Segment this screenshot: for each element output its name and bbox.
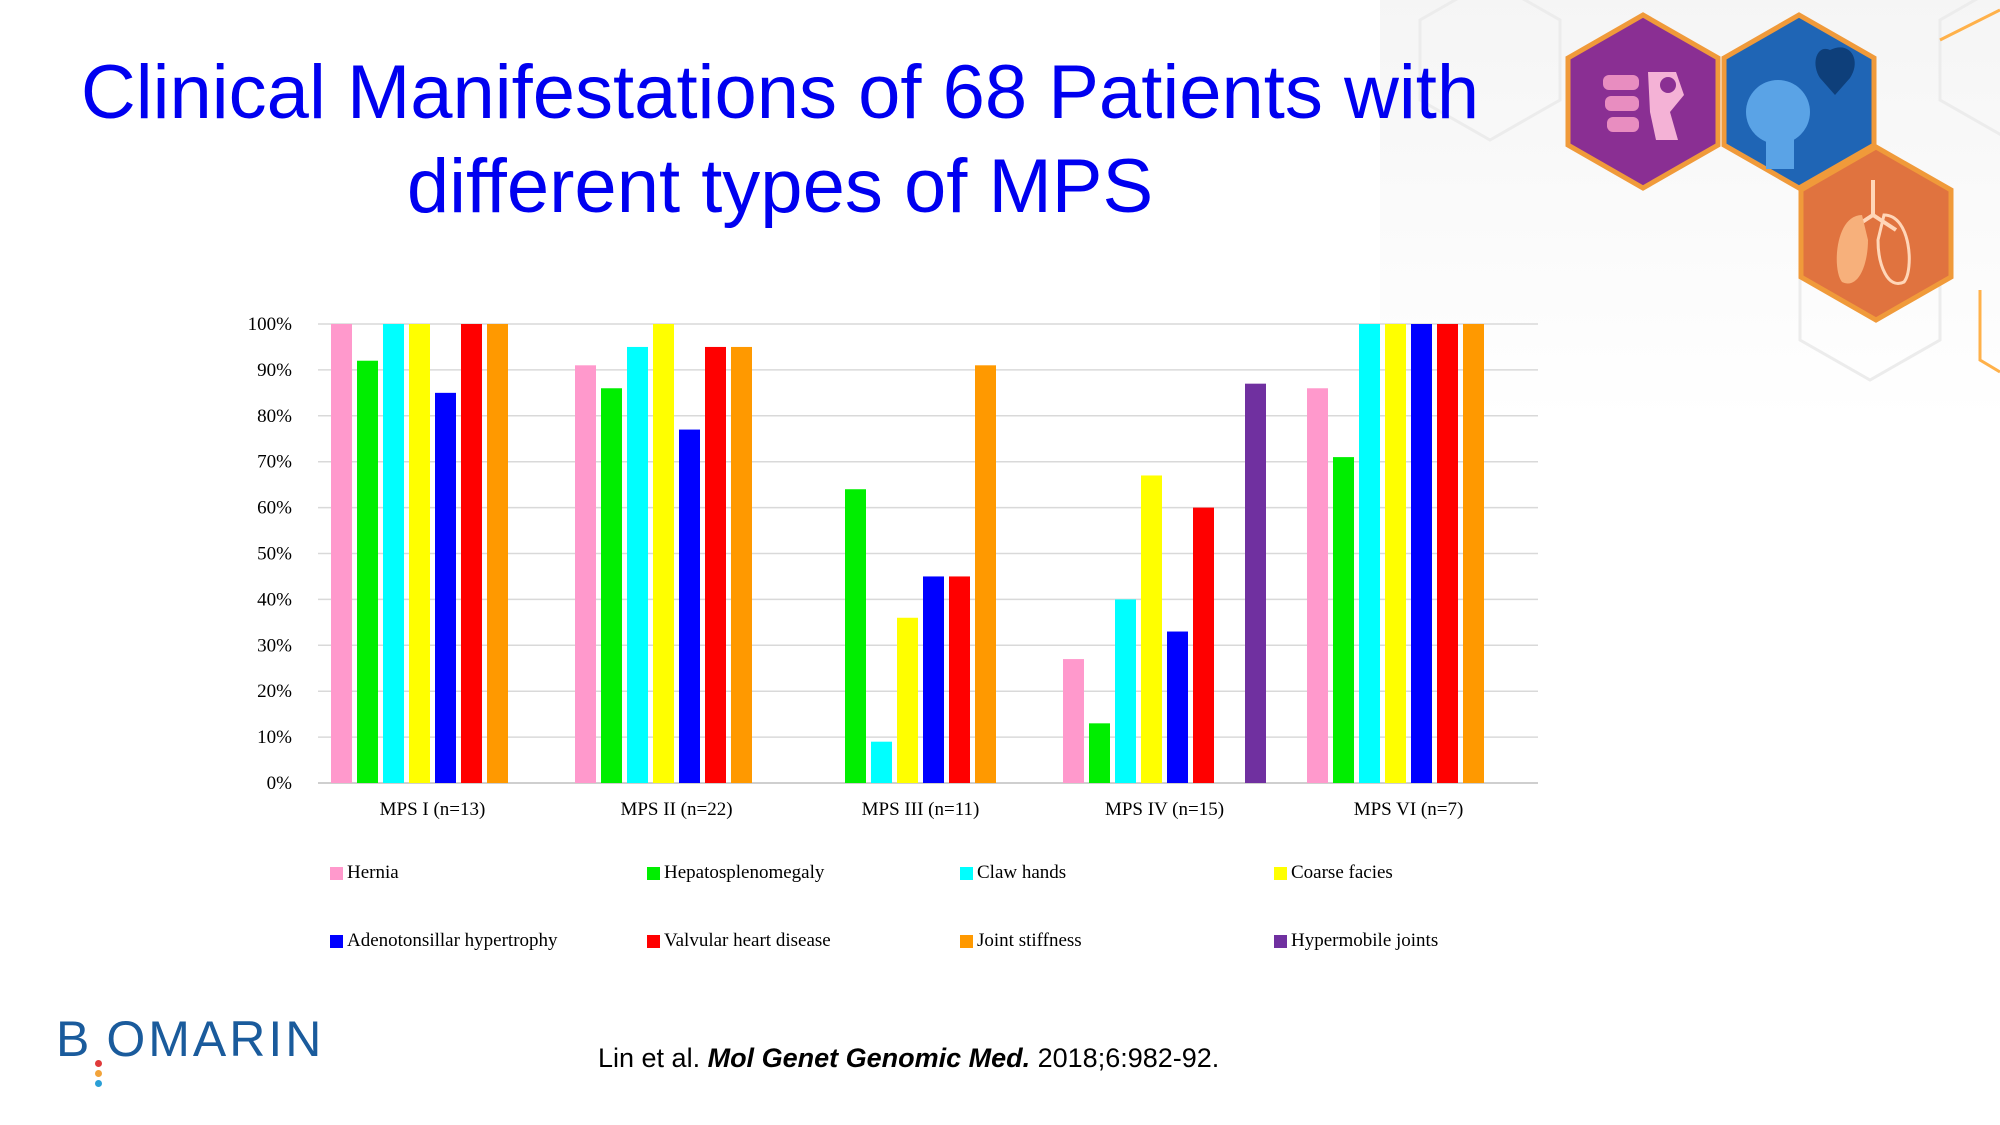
legend-swatch	[330, 934, 343, 948]
x-tick-label: MPS IV (n=15)	[1105, 799, 1224, 820]
citation-journal: Mol Genet Genomic Med.	[707, 1043, 1031, 1073]
legend-swatch	[647, 866, 660, 880]
y-tick-label: 0%	[267, 773, 293, 794]
bar-joint-stiffness	[487, 324, 508, 783]
chart-legend: Hernia Hepatosplenomegaly Claw hands Coarse…	[330, 862, 1530, 972]
y-tick-label: 90%	[257, 360, 292, 381]
y-tick-label: 70%	[257, 452, 292, 473]
bar-hepatosplenomegaly	[601, 388, 622, 783]
x-tick-label: MPS III (n=11)	[862, 799, 980, 820]
bar-valvular-heart-disease	[461, 324, 482, 783]
legend-swatch	[647, 934, 660, 948]
head-heart-icon	[1721, 12, 1877, 191]
bar-adenotonsillar-hypertrophy	[435, 392, 456, 783]
bar-valvular-heart-disease	[1193, 507, 1214, 783]
y-tick-label: 50%	[257, 544, 292, 565]
title-line-1: Clinical Manifestations of 68 Patients w…	[80, 50, 1480, 135]
legend-label: Hernia	[347, 862, 399, 883]
legend-label: Claw hands	[977, 862, 1067, 883]
bar-adenotonsillar-hypertrophy	[1411, 324, 1432, 783]
x-tick-label: MPS I (n=13)	[380, 799, 486, 820]
x-tick-label: MPS VI (n=7)	[1354, 799, 1464, 820]
legend-item-hernia: Hernia	[330, 862, 399, 884]
legend-item-claw-hands: Claw hands	[960, 862, 1066, 884]
bar-coarse-facies	[1141, 475, 1162, 783]
legend-item-adenotonsillar-hypertrophy: Adenotonsillar hypertrophy	[330, 930, 558, 952]
bar-adenotonsillar-hypertrophy	[1167, 631, 1188, 783]
bar-claw-hands	[1359, 324, 1380, 783]
legend-swatch	[1274, 866, 1287, 880]
biomarin-logo: B OMARIN	[56, 1010, 324, 1087]
y-tick-label: 20%	[257, 681, 292, 702]
skeleton-icon	[1565, 12, 1721, 191]
y-tick-label: 30%	[257, 635, 292, 656]
legend-label: Coarse facies	[1291, 862, 1393, 883]
bar-hernia	[575, 365, 596, 783]
bar-claw-hands	[1115, 599, 1136, 783]
bar-hernia	[331, 324, 352, 783]
legend-swatch	[1274, 934, 1287, 948]
citation-details: 2018;6:982-92.	[1030, 1043, 1220, 1073]
bar-hepatosplenomegaly	[845, 489, 866, 783]
y-tick-label: 100%	[248, 314, 293, 335]
legend-label: Joint stiffness	[977, 930, 1082, 951]
bar-claw-hands	[627, 346, 648, 783]
legend-swatch	[330, 866, 343, 880]
bar-hernia	[1307, 388, 1328, 783]
y-tick-label: 80%	[257, 406, 292, 427]
bar-coarse-facies	[1385, 324, 1406, 783]
bar-coarse-facies	[653, 324, 674, 783]
bar-hypermobile-joints	[1245, 383, 1266, 783]
citation: Lin et al. Mol Genet Genomic Med. 2018;6…	[598, 1043, 1219, 1074]
bar-adenotonsillar-hypertrophy	[679, 429, 700, 783]
bar-hepatosplenomegaly	[1089, 723, 1110, 783]
bar-joint-stiffness	[975, 365, 996, 783]
citation-authors: Lin et al.	[598, 1043, 708, 1073]
legend-label: Hypermobile joints	[1291, 930, 1439, 951]
bar-claw-hands	[871, 741, 892, 783]
lungs-icon	[1798, 144, 1954, 323]
slide-title: Clinical Manifestations of 68 Patients w…	[30, 46, 1530, 234]
title-line-2: different types of MPS	[406, 144, 1154, 229]
legend-item-hypermobile-joints: Hypermobile joints	[1274, 930, 1438, 952]
legend-swatch	[960, 866, 973, 880]
legend-item-joint-stiffness: Joint stiffness	[960, 930, 1082, 952]
bar-joint-stiffness	[731, 346, 752, 783]
bar-joint-stiffness	[1463, 324, 1484, 783]
bar-claw-hands	[383, 324, 404, 783]
bar-hernia	[1063, 659, 1084, 783]
bar-valvular-heart-disease	[1437, 324, 1458, 783]
x-tick-label: MPS II (n=22)	[620, 799, 732, 820]
legend-item-coarse-facies: Coarse facies	[1274, 862, 1393, 884]
bar-valvular-heart-disease	[949, 576, 970, 783]
legend-label: Valvular heart disease	[664, 930, 831, 951]
bar-hepatosplenomegaly	[1333, 457, 1354, 783]
legend-label: Hepatosplenomegaly	[664, 862, 825, 883]
bar-valvular-heart-disease	[705, 346, 726, 783]
bar-coarse-facies	[897, 617, 918, 783]
y-tick-label: 40%	[257, 589, 292, 610]
legend-item-hepatosplenomegaly: Hepatosplenomegaly	[647, 862, 824, 884]
y-tick-label: 10%	[257, 727, 292, 748]
y-tick-label: 60%	[257, 498, 292, 519]
bar-coarse-facies	[409, 324, 430, 783]
bar-hepatosplenomegaly	[357, 360, 378, 783]
bar-adenotonsillar-hypertrophy	[923, 576, 944, 783]
legend-label: Adenotonsillar hypertrophy	[347, 930, 558, 951]
legend-item-valvular-heart-disease: Valvular heart disease	[647, 930, 831, 952]
legend-swatch	[960, 934, 973, 948]
